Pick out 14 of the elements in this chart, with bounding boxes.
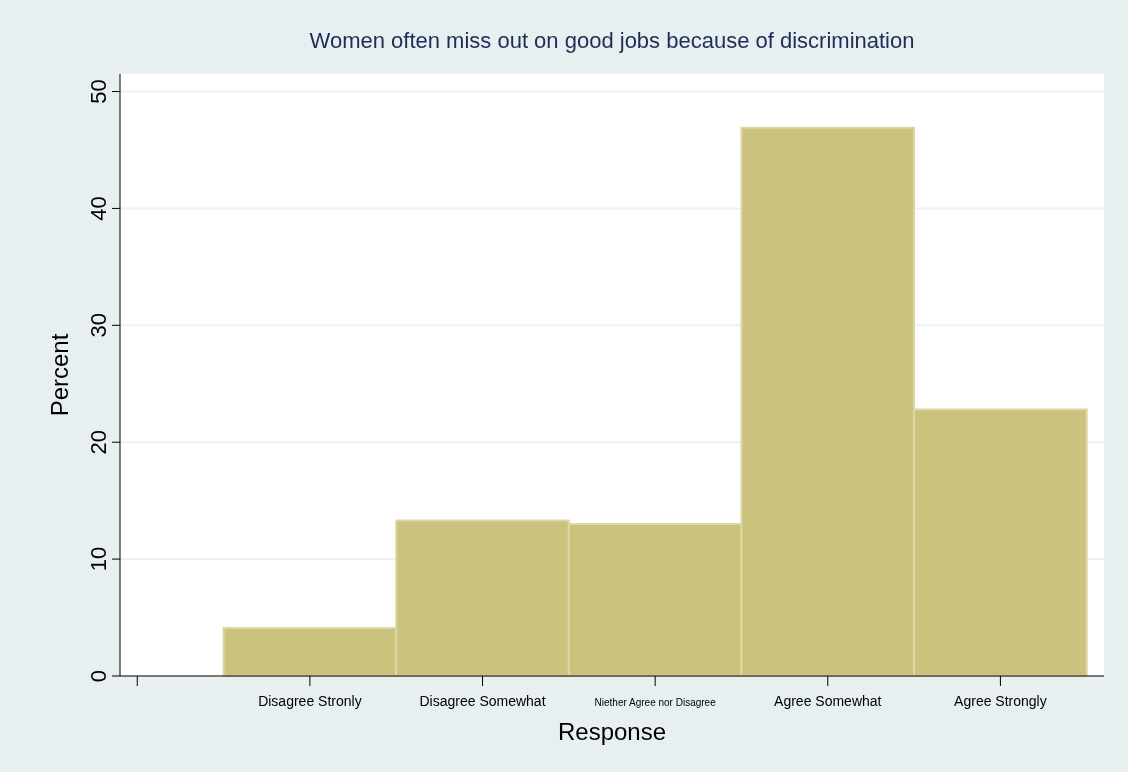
x-tick-label: Agree Strongly [954,693,1047,709]
y-tick-label: 50 [86,79,111,104]
x-tick-label: Disagree Somewhat [419,693,546,709]
y-tick-label: 10 [86,546,111,572]
x-tick-label: Disagree Stronly [258,693,362,709]
y-tick-label: 30 [86,313,111,338]
x-tick-label: Agree Somewhat [774,693,882,709]
y-tick-label: 40 [86,196,111,221]
y-axis-title: Percent [46,333,73,417]
x-tick-label: Niether Agree nor Disagree [594,697,717,708]
chart-title: Women often miss out on good jobs because of discrimination [309,28,915,53]
x-axis-title: Response [557,718,667,745]
y-tick-label: 20 [86,429,111,455]
y-tick-label: 0 [86,669,111,683]
